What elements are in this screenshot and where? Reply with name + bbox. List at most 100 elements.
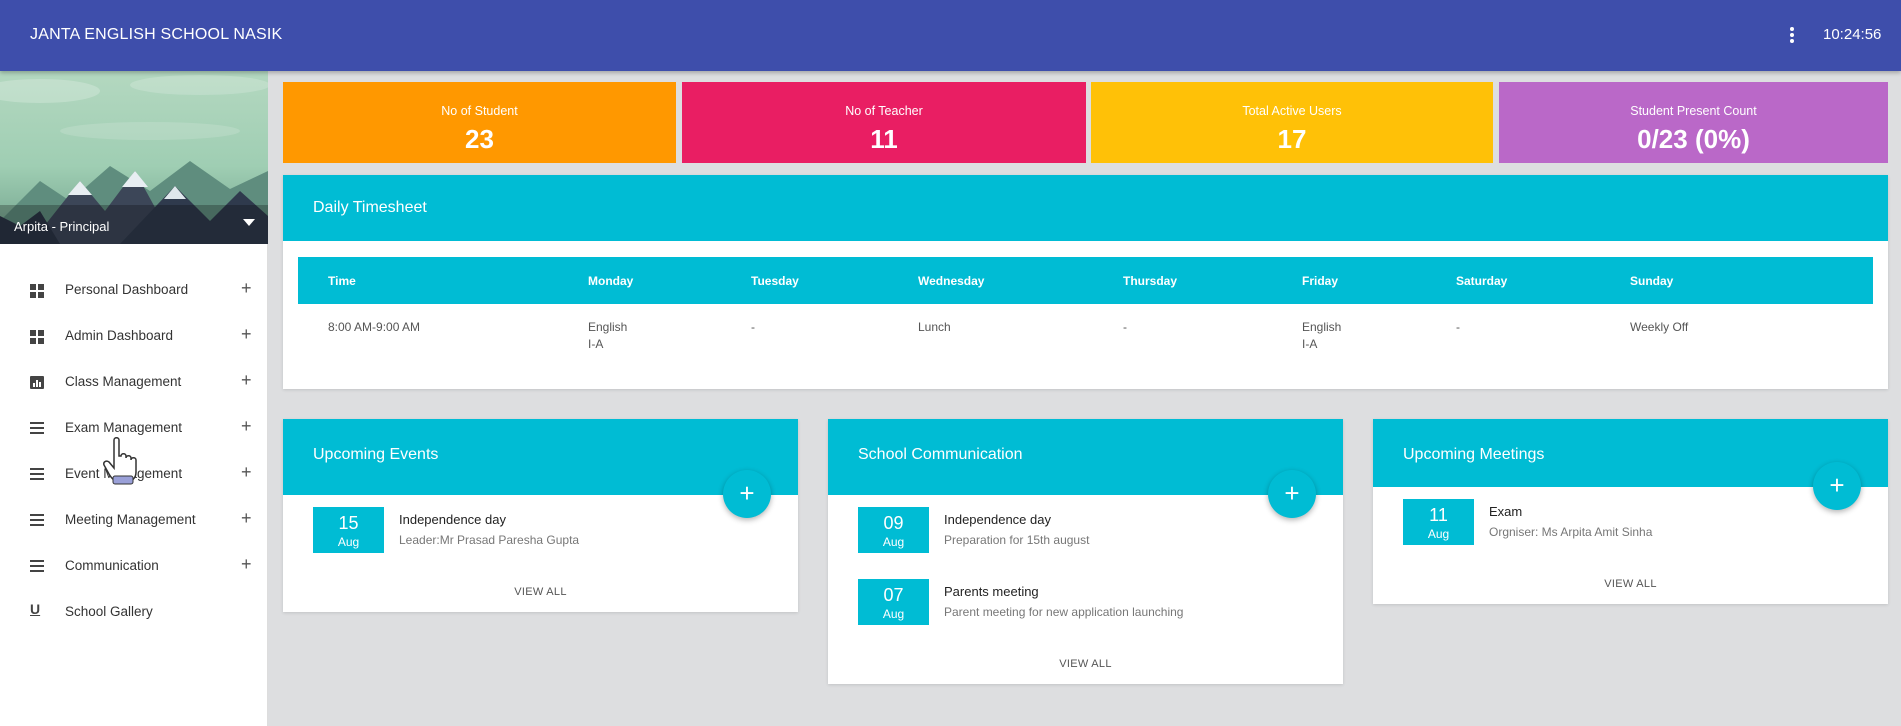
- panel-title: Upcoming Events: [283, 419, 798, 495]
- sidebar-item-class-management[interactable]: Class Management +: [0, 359, 268, 405]
- table-cell: Lunch: [918, 320, 951, 334]
- upcoming-events-card: Upcoming Events + 15 Aug Independence da…: [283, 419, 798, 612]
- more-vert-icon[interactable]: [1787, 25, 1797, 47]
- profile-banner: Arpita - Principal: [0, 71, 268, 244]
- stat-card-teachers[interactable]: No of Teacher 11: [682, 82, 1086, 163]
- column-header: Wednesday: [918, 257, 1123, 304]
- table-row: 8:00 AM-9:00 AM English I-A - Lunch - Eng…: [298, 304, 1873, 353]
- chart-icon: [30, 376, 44, 389]
- column-header: Time: [298, 257, 588, 304]
- stat-card-active-users[interactable]: Total Active Users 17: [1091, 82, 1493, 163]
- upcoming-meetings-card: Upcoming Meetings + 11 Aug Exam Orgniser…: [1373, 419, 1888, 604]
- expand-plus-icon[interactable]: +: [241, 416, 252, 436]
- school-communication-card: School Communication + 09 Aug Independen…: [828, 419, 1343, 684]
- panel-title: Upcoming Meetings: [1373, 419, 1888, 487]
- column-header: Saturday: [1456, 257, 1630, 304]
- list-icon: [30, 560, 44, 573]
- list-icon: [30, 468, 44, 481]
- stat-label: Total Active Users: [1242, 104, 1342, 118]
- expand-plus-icon[interactable]: +: [241, 324, 252, 344]
- timesheet-table: Time Monday Tuesday Wednesday Thursday F…: [298, 257, 1873, 353]
- clock-time: 10:24:56: [1823, 26, 1882, 43]
- table-cell: -: [1123, 320, 1127, 334]
- timesheet-title: Daily Timesheet: [283, 175, 1888, 241]
- top-app-bar: JANTA ENGLISH SCHOOL NASIK 10:24:56: [0, 0, 1901, 71]
- table-cell: -: [751, 320, 755, 334]
- daily-timesheet-card: Daily Timesheet Time Monday Tuesday Wedn…: [283, 175, 1888, 389]
- column-header: Tuesday: [751, 257, 918, 304]
- column-header: Friday: [1302, 257, 1456, 304]
- list-item[interactable]: 15 Aug Independence day Leader:Mr Prasad…: [313, 507, 773, 553]
- expand-plus-icon[interactable]: +: [241, 462, 252, 482]
- chevron-down-icon[interactable]: [243, 219, 255, 226]
- item-title: Parents meeting: [944, 584, 1039, 599]
- add-meeting-button[interactable]: +: [1813, 462, 1861, 510]
- stat-value: 17: [1277, 124, 1307, 154]
- list-icon: [30, 514, 44, 527]
- add-event-button[interactable]: +: [723, 470, 771, 518]
- sidebar: Arpita - Principal Personal Dashboard + …: [0, 71, 268, 726]
- table-cell: Weekly Off: [1630, 320, 1689, 334]
- expand-plus-icon[interactable]: +: [241, 278, 252, 298]
- stat-card-present-count[interactable]: Student Present Count 0/23 (0%): [1499, 82, 1888, 163]
- add-communication-button[interactable]: +: [1268, 470, 1316, 518]
- view-all-link[interactable]: VIEW ALL: [1059, 658, 1112, 670]
- item-title: Exam: [1489, 504, 1523, 519]
- sidebar-item-school-gallery[interactable]: U School Gallery: [0, 589, 268, 635]
- date-badge: 07 Aug: [858, 579, 929, 625]
- date-badge: 11 Aug: [1403, 499, 1474, 545]
- item-subtitle: Orgniser: Ms Arpita Amit Sinha: [1489, 525, 1653, 539]
- sidebar-item-label: Personal Dashboard: [65, 282, 189, 297]
- underline-icon: U: [30, 601, 41, 617]
- table-cell: English I-A: [588, 320, 628, 351]
- sidebar-item-label: Exam Management: [65, 420, 183, 435]
- expand-plus-icon[interactable]: +: [241, 370, 252, 390]
- list-item[interactable]: 09 Aug Independence day Preparation for …: [858, 507, 1318, 553]
- item-subtitle: Preparation for 15th august: [944, 533, 1090, 547]
- expand-plus-icon[interactable]: +: [241, 554, 252, 574]
- table-cell: English I-A: [1302, 320, 1342, 351]
- column-header: Monday: [588, 257, 751, 304]
- date-badge: 09 Aug: [858, 507, 929, 553]
- school-name: JANTA ENGLISH SCHOOL NASIK: [30, 26, 283, 43]
- date-badge: 15 Aug: [313, 507, 384, 553]
- sidebar-item-exam-management[interactable]: Exam Management +: [0, 405, 268, 451]
- expand-plus-icon[interactable]: +: [241, 508, 252, 528]
- stat-card-students[interactable]: No of Student 23: [283, 82, 676, 163]
- sidebar-item-label: Communication: [65, 558, 159, 573]
- sidebar-item-label: Meeting Management: [65, 512, 196, 527]
- list-item[interactable]: 11 Aug Exam Orgniser: Ms Arpita Amit Sin…: [1403, 499, 1863, 545]
- dashboard-icon: [30, 330, 44, 344]
- item-subtitle: Parent meeting for new application launc…: [944, 605, 1184, 619]
- sidebar-menu: Personal Dashboard + Admin Dashboard + C…: [0, 267, 268, 635]
- hand-cursor-icon: [103, 437, 137, 485]
- stat-label: Student Present Count: [1630, 104, 1757, 118]
- stat-value: 0/23 (0%): [1637, 124, 1750, 154]
- column-header: Thursday: [1123, 257, 1302, 304]
- column-header: Sunday: [1630, 257, 1873, 304]
- sidebar-item-label: Admin Dashboard: [65, 328, 174, 343]
- item-title: Independence day: [399, 512, 506, 527]
- view-all-link[interactable]: VIEW ALL: [1604, 578, 1657, 590]
- sidebar-item-label: School Gallery: [65, 604, 153, 619]
- panel-title: School Communication: [828, 419, 1343, 495]
- list-icon: [30, 422, 44, 435]
- stat-value: 11: [870, 124, 898, 154]
- stat-label: No of Student: [441, 104, 518, 118]
- sidebar-item-label: Class Management: [65, 374, 182, 389]
- sidebar-item-communication[interactable]: Communication +: [0, 543, 268, 589]
- sidebar-item-personal-dashboard[interactable]: Personal Dashboard +: [0, 267, 268, 313]
- mountain-illustration: [0, 75, 268, 244]
- item-subtitle: Leader:Mr Prasad Paresha Gupta: [399, 533, 580, 547]
- stat-value: 23: [465, 124, 494, 154]
- list-item[interactable]: 07 Aug Parents meeting Parent meeting fo…: [858, 579, 1318, 625]
- sidebar-item-meeting-management[interactable]: Meeting Management +: [0, 497, 268, 543]
- table-cell: -: [1456, 320, 1460, 334]
- view-all-link[interactable]: VIEW ALL: [514, 586, 567, 598]
- user-name: Arpita - Principal: [14, 219, 110, 234]
- timesheet-header-row: Time Monday Tuesday Wednesday Thursday F…: [298, 257, 1873, 304]
- sidebar-item-admin-dashboard[interactable]: Admin Dashboard +: [0, 313, 268, 359]
- dashboard-icon: [30, 284, 44, 298]
- table-cell: 8:00 AM-9:00 AM: [328, 320, 421, 334]
- stat-label: No of Teacher: [845, 104, 923, 118]
